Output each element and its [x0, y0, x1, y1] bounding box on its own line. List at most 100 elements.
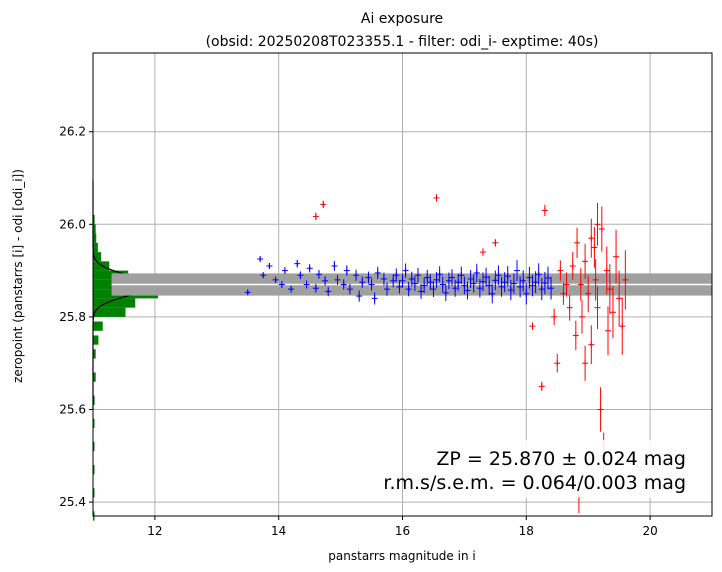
- histogram-bar: [93, 233, 97, 243]
- x-axis-label: panstarrs magnitude in i: [328, 549, 475, 563]
- used-point: [331, 261, 338, 271]
- histogram-bar: [93, 372, 96, 382]
- histogram-bar: [93, 261, 110, 271]
- rejected-point: [312, 212, 319, 221]
- rejected-point: [579, 300, 586, 334]
- rejected-point: [433, 194, 440, 202]
- used-point: [473, 263, 480, 283]
- zp-annotation: ZP = 25.870 ± 0.024 mag: [436, 448, 686, 470]
- rejected-point: [538, 381, 545, 391]
- rejected-point: [603, 246, 610, 295]
- rejected-point: [572, 320, 579, 351]
- used-point: [501, 272, 508, 293]
- used-point: [452, 279, 459, 297]
- used-point: [504, 266, 511, 287]
- used-point: [244, 289, 251, 296]
- used-point: [517, 276, 524, 298]
- used-point: [467, 269, 474, 288]
- rejected-point: [479, 248, 486, 256]
- histogram-bar: [93, 307, 126, 317]
- y-tick-label: 26.0: [59, 217, 86, 231]
- rejected-point: [563, 272, 570, 297]
- x-tick-label: 12: [147, 524, 162, 538]
- used-point: [427, 274, 434, 290]
- used-point: [281, 267, 288, 275]
- histogram-bar: [93, 215, 95, 225]
- rejected-point: [585, 275, 592, 313]
- used-point: [538, 278, 545, 301]
- used-point: [479, 272, 486, 292]
- used-point: [399, 273, 406, 288]
- used-point: [312, 283, 319, 293]
- used-point: [461, 276, 468, 295]
- y-axis-label: zeropoint (panstarrs [i] - odi [odi_i]): [11, 169, 25, 383]
- rejected-point: [588, 218, 595, 258]
- used-point: [520, 270, 527, 292]
- used-point: [306, 264, 313, 273]
- used-point: [445, 272, 452, 290]
- y-tick-label: 25.8: [59, 310, 86, 324]
- used-point: [514, 260, 521, 281]
- used-point: [257, 256, 264, 263]
- used-point: [458, 266, 465, 284]
- used-point: [380, 272, 387, 286]
- annotation-box: [404, 440, 694, 498]
- used-point: [414, 267, 421, 283]
- used-point: [424, 269, 431, 286]
- rejected-point: [619, 297, 626, 355]
- used-point: [396, 279, 403, 294]
- rms-annotation: r.m.s/s.e.m. = 0.064/0.003 mag: [383, 472, 686, 494]
- used-point: [325, 286, 332, 297]
- used-point: [297, 271, 304, 280]
- histogram-bar: [93, 441, 95, 452]
- used-point: [532, 271, 539, 294]
- rejected-point: [560, 282, 567, 305]
- histogram-bar: [93, 488, 95, 498]
- used-point: [470, 274, 477, 293]
- used-point: [548, 276, 555, 300]
- used-point: [476, 278, 483, 298]
- rejected-point: [622, 250, 629, 310]
- rejected-point: [591, 227, 598, 268]
- rejected-point: [606, 264, 613, 315]
- y-tick-label: 25.6: [59, 403, 86, 417]
- used-point: [405, 281, 412, 297]
- used-point: [507, 279, 514, 301]
- used-point: [390, 274, 397, 288]
- rejected-point: [592, 259, 599, 301]
- y-tick-label: 26.2: [59, 125, 86, 139]
- used-point: [486, 275, 493, 295]
- used-point: [418, 283, 425, 299]
- rejected-point: [557, 260, 564, 281]
- used-point: [315, 269, 322, 279]
- used-point: [260, 272, 267, 279]
- chart-title: Ai exposure: [361, 11, 443, 27]
- data-points: [244, 194, 629, 514]
- used-point: [492, 270, 499, 291]
- used-point: [294, 259, 301, 268]
- rejected-point: [609, 286, 616, 339]
- used-point: [526, 266, 533, 289]
- rejected-point: [597, 387, 604, 432]
- used-point: [384, 282, 391, 296]
- rejected-point: [320, 200, 327, 209]
- used-point: [272, 276, 279, 284]
- rejected-point: [574, 227, 581, 259]
- rejected-point: [594, 203, 601, 246]
- rejected-point: [605, 306, 612, 356]
- used-point: [535, 263, 542, 286]
- used-point: [544, 266, 551, 290]
- used-point: [371, 292, 378, 305]
- used-point: [433, 271, 440, 288]
- used-point: [402, 263, 409, 278]
- histogram-bar: [93, 270, 129, 280]
- rejected-point: [616, 270, 623, 327]
- axis-ticks: 12 14 16 18 20 25.4 25.6 25.8 26.0 26.2: [59, 125, 657, 538]
- histogram-bar: [93, 321, 103, 331]
- rejected-point: [566, 294, 573, 321]
- rejected-point: [492, 239, 499, 247]
- histogram-bar: [93, 349, 96, 359]
- used-point: [340, 279, 347, 290]
- used-point: [449, 269, 456, 286]
